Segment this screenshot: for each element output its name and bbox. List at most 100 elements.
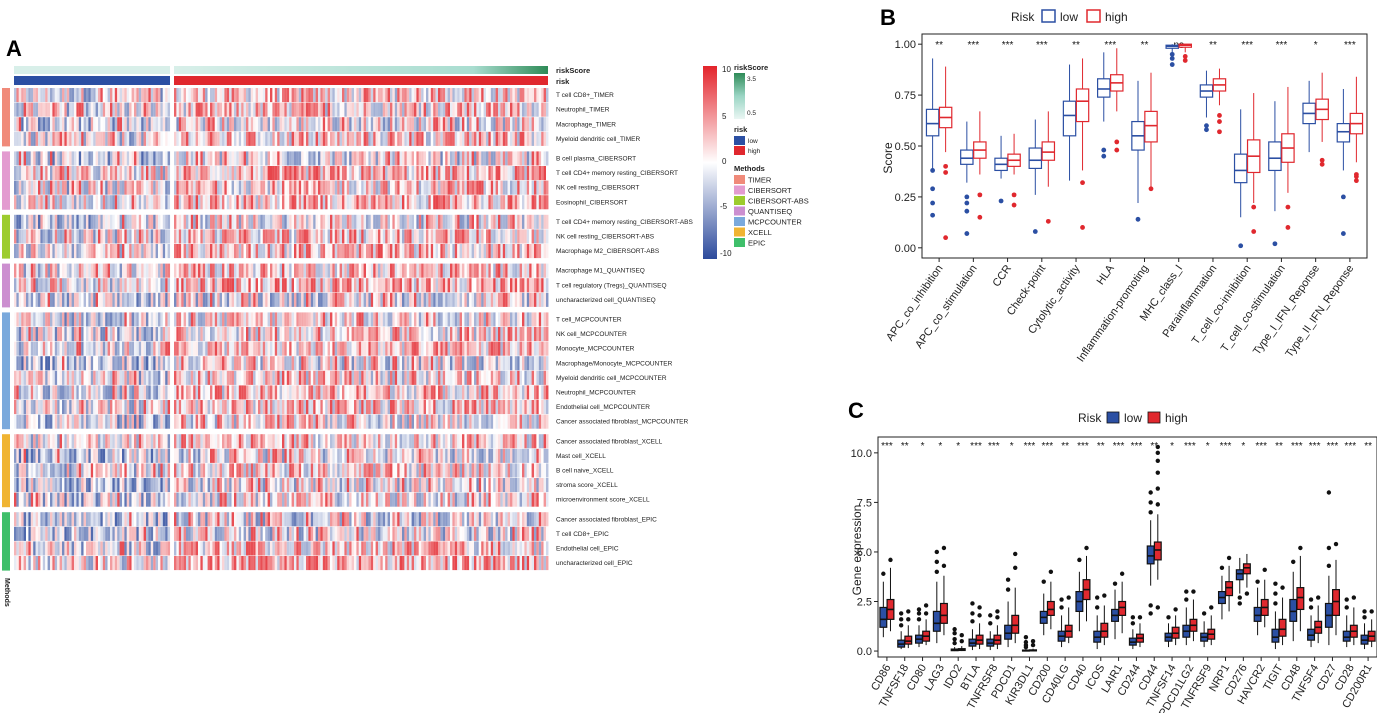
heatmap-cell bbox=[286, 263, 290, 278]
heatmap-cell bbox=[498, 292, 501, 307]
heatmap-cell bbox=[59, 385, 63, 400]
heatmap-cell bbox=[474, 102, 477, 117]
heatmap-cell bbox=[143, 244, 147, 259]
heatmap-cell bbox=[95, 327, 99, 342]
heatmap-cell bbox=[83, 102, 87, 117]
heatmap-cell bbox=[493, 263, 496, 278]
heatmap-cell bbox=[195, 151, 199, 166]
heatmap-cell bbox=[165, 327, 168, 342]
heatmap-cell bbox=[418, 341, 422, 356]
heatmap-cell bbox=[186, 151, 189, 166]
heatmap-cell bbox=[349, 385, 352, 400]
heatmap-cell bbox=[498, 356, 501, 371]
heatmap-cell bbox=[76, 180, 79, 195]
heatmap-cell bbox=[52, 434, 55, 449]
heatmap-cell bbox=[370, 312, 374, 327]
heatmap-cell bbox=[176, 292, 179, 307]
heatmap-cell bbox=[363, 180, 367, 195]
heatmap-cell bbox=[78, 278, 82, 293]
heatmap-cell bbox=[165, 312, 168, 327]
heatmap-cell bbox=[344, 229, 347, 244]
heatmap-cell bbox=[158, 370, 161, 385]
heatmap-cell bbox=[514, 370, 518, 385]
heatmap-cell bbox=[423, 229, 427, 244]
heatmap-cell bbox=[274, 356, 278, 371]
heatmap-cell bbox=[392, 341, 395, 356]
heatmap-cell bbox=[176, 356, 179, 371]
heatmap-cell bbox=[141, 292, 144, 307]
heatmap-cell bbox=[294, 117, 297, 132]
heatmap-cell bbox=[28, 195, 31, 210]
heatmap-cell bbox=[205, 356, 208, 371]
heatmap-cell bbox=[433, 327, 436, 342]
heatmap-cell bbox=[325, 117, 328, 132]
heatmap-cell bbox=[462, 263, 465, 278]
heatmap-cell bbox=[524, 312, 527, 327]
heatmap-cell bbox=[222, 263, 225, 278]
heatmap-cell bbox=[35, 278, 39, 293]
heatmap-cell bbox=[126, 214, 130, 229]
heatmap-cell bbox=[134, 244, 137, 259]
heatmap-cell bbox=[534, 195, 537, 210]
heatmap-cell bbox=[105, 214, 108, 229]
heatmap-cell bbox=[457, 88, 460, 103]
heatmap-cell bbox=[181, 341, 184, 356]
heatmap-cell bbox=[238, 400, 242, 415]
heatmap-cell bbox=[226, 356, 230, 371]
heatmap-cell bbox=[380, 166, 383, 181]
heatmap-cell bbox=[78, 385, 82, 400]
heatmap-cell bbox=[160, 117, 163, 132]
heatmap-cell bbox=[195, 414, 199, 429]
heatmap-cell bbox=[23, 312, 27, 327]
heatmap-cell bbox=[186, 166, 189, 181]
heatmap-cell bbox=[457, 166, 460, 181]
heatmap-cell bbox=[440, 117, 443, 132]
heatmap-cell bbox=[158, 278, 161, 293]
heatmap-cell bbox=[253, 102, 256, 117]
heatmap-cell bbox=[402, 278, 405, 293]
heatmap-cell bbox=[303, 180, 307, 195]
heatmap-cell bbox=[404, 244, 407, 259]
heatmap-cell bbox=[289, 195, 292, 210]
heatmap-cell bbox=[478, 195, 482, 210]
heatmap-cell bbox=[62, 263, 65, 278]
heatmap-cell bbox=[248, 434, 251, 449]
heatmap-cell bbox=[409, 341, 412, 356]
heatmap-cell bbox=[524, 292, 527, 307]
heatmap-cell bbox=[373, 117, 376, 132]
heatmap-cell bbox=[524, 151, 527, 166]
heatmap-cell bbox=[64, 292, 67, 307]
heatmap-cell bbox=[447, 414, 451, 429]
heatmap-cell bbox=[241, 292, 244, 307]
heatmap-cell bbox=[183, 166, 187, 181]
heatmap-cell bbox=[90, 117, 94, 132]
heatmap-cell bbox=[122, 151, 125, 166]
heatmap-cell bbox=[134, 292, 137, 307]
heatmap-cell bbox=[76, 434, 79, 449]
heatmap-cell bbox=[466, 151, 470, 166]
heatmap-cell bbox=[426, 214, 429, 229]
heatmap-cell bbox=[129, 151, 132, 166]
heatmap-cell bbox=[385, 117, 388, 132]
heatmap-cell bbox=[543, 327, 547, 342]
heatmap-cell bbox=[294, 131, 297, 146]
heatmap-cell bbox=[76, 195, 79, 210]
heatmap-cell bbox=[502, 292, 506, 307]
heatmap-cell bbox=[438, 356, 441, 371]
heatmap-cell bbox=[183, 341, 187, 356]
heatmap-cell bbox=[224, 102, 227, 117]
heatmap-cell bbox=[435, 370, 439, 385]
heatmap-cell bbox=[190, 102, 194, 117]
heatmap-cell bbox=[471, 180, 475, 195]
heatmap-cell bbox=[18, 244, 22, 259]
heatmap-cell bbox=[98, 151, 101, 166]
heatmap-cell bbox=[327, 195, 331, 210]
heatmap-cell bbox=[505, 195, 508, 210]
heatmap-cell bbox=[445, 312, 448, 327]
heatmap-cell bbox=[500, 370, 503, 385]
heatmap-cell bbox=[250, 400, 254, 415]
heatmap-cell bbox=[181, 312, 184, 327]
heatmap-cell bbox=[229, 400, 232, 415]
heatmap-cell bbox=[167, 434, 171, 449]
heatmap-cell bbox=[375, 88, 379, 103]
